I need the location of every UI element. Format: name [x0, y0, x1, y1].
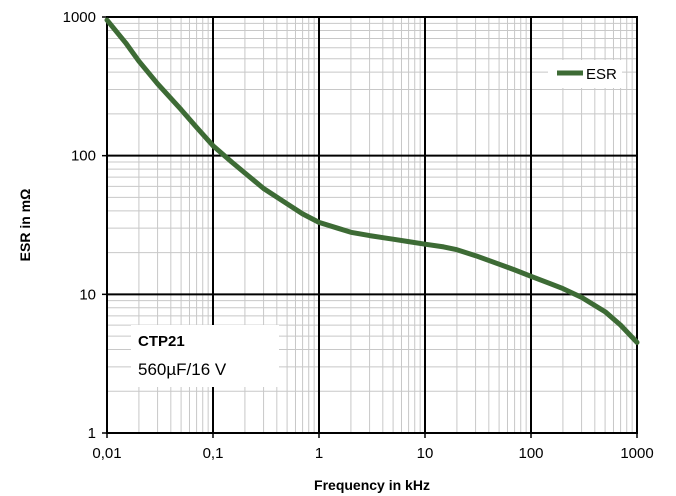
- annotation-background: [131, 325, 279, 387]
- x-tick-label: 0,1: [203, 445, 224, 462]
- series-layer: [104, 17, 640, 345]
- legend-label-esr: ESR: [586, 66, 617, 83]
- y-tick-labels: 1 10 100 1000: [63, 9, 107, 442]
- x-axis-title: Frequency in kHz: [314, 477, 430, 493]
- x-tick-label: 1000: [620, 445, 653, 462]
- y-tick-label: 10: [79, 286, 96, 303]
- x-tick-label: 10: [417, 445, 434, 462]
- series-line-esr: [104, 17, 640, 345]
- y-tick-label: 100: [71, 148, 96, 165]
- y-tick-label: 1: [88, 425, 96, 442]
- x-tick-label: 1: [315, 445, 323, 462]
- annotation-subtitle: 560µF/16 V: [138, 360, 227, 379]
- capacitor-annotation: CTP21 560µF/16 V: [131, 325, 279, 387]
- x-tick-label: 0,01: [92, 445, 121, 462]
- plot-frame: [106, 16, 638, 434]
- y-tick-label: 1000: [63, 9, 96, 26]
- x-tick-label: 100: [518, 445, 543, 462]
- annotation-title: CTP21: [138, 333, 185, 350]
- y-axis-title: ESR in mΩ: [17, 189, 33, 262]
- legend: ESR: [548, 60, 622, 88]
- minor-grid: [107, 17, 637, 433]
- x-tick-labels: 0,01 0,1 1 10 100 1000: [92, 433, 654, 462]
